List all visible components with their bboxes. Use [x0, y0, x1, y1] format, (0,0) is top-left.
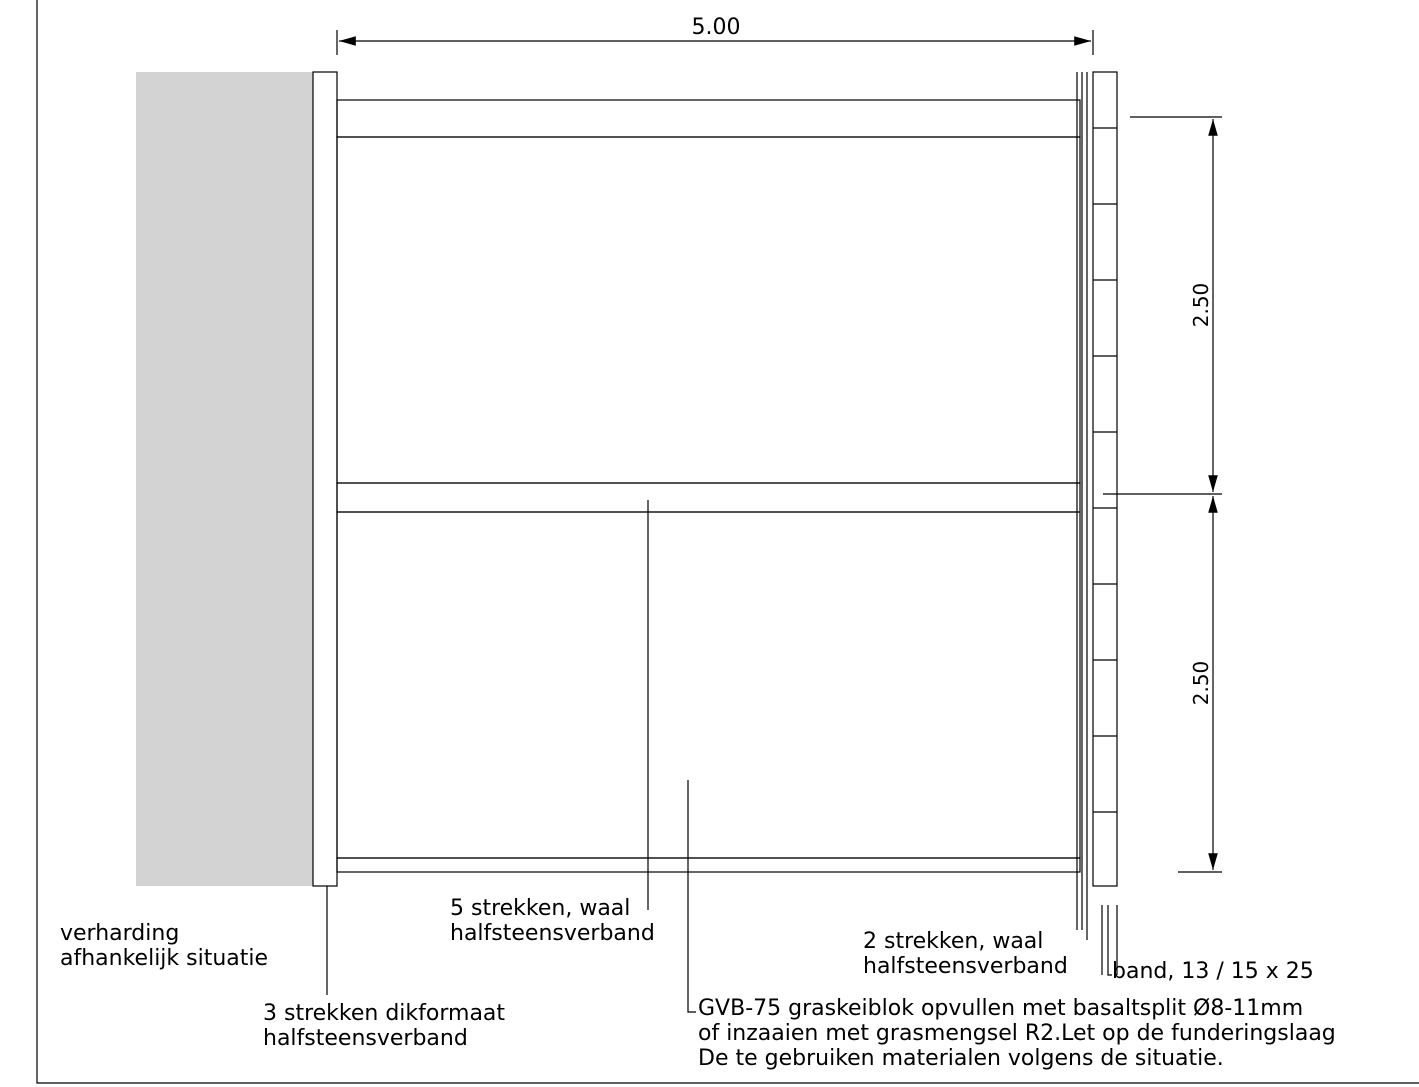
label: 2 strekken, waal [863, 929, 1043, 954]
bottom-band [336, 857, 1081, 873]
label: De te gebruiken materialen volgens de si… [698, 1046, 1224, 1071]
top-band [336, 99, 1081, 138]
label: band, 13 / 15 x 25 [1112, 959, 1314, 984]
label: of inzaaien met grasmengsel R2.Let op de… [698, 1021, 1336, 1046]
label: afhankelijk situatie [60, 946, 268, 971]
label: halfsteensverband [863, 954, 1068, 979]
label: 3 strekken dikformaat [263, 1001, 505, 1026]
label: GVB-75 graskeiblok opvullen met basaltsp… [698, 996, 1303, 1021]
label: verharding [60, 921, 179, 946]
dim-width: 5.00 [692, 15, 741, 40]
curb [1092, 71, 1118, 887]
dim-ext [336, 30, 1094, 55]
label: halfsteensverband [263, 1026, 468, 1051]
dim-ext [1103, 116, 1222, 873]
pavement [136, 72, 313, 886]
leader [326, 500, 1118, 1013]
frame [36, 0, 1419, 1084]
edge-left [312, 71, 338, 887]
middle-band [336, 482, 1081, 513]
infill-top [336, 136, 1081, 484]
label: 5 strekken, waal [450, 896, 630, 921]
dim-height: 2.50 [1189, 283, 1213, 328]
infill-bottom [336, 511, 1081, 859]
edge-right [1076, 72, 1088, 940]
label: halfsteensverband [450, 921, 655, 946]
curb-joints [1093, 127, 1117, 813]
dim-height: 2.50 [1189, 661, 1213, 706]
